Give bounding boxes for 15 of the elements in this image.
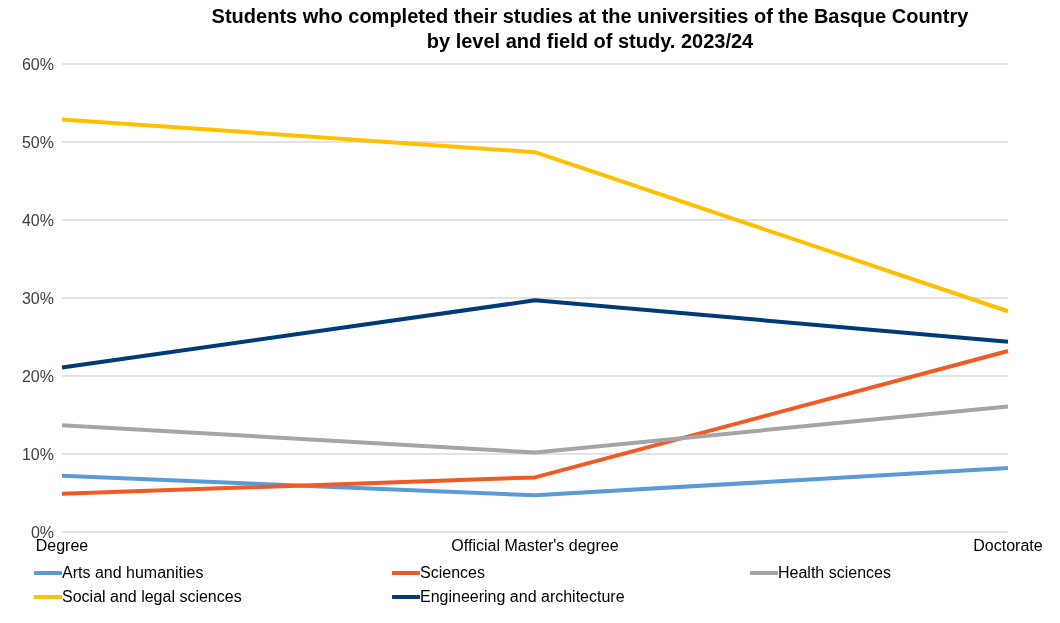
y-tick-label: 30%: [21, 289, 54, 307]
y-tick-label: 10%: [21, 445, 54, 463]
y-tick-label: 20%: [21, 367, 54, 385]
legend-label: Arts and humanities: [62, 564, 204, 582]
y-tick-label: 60%: [21, 55, 54, 73]
chart-title: Students who completed their studies at the universities of the Basque Country by level and field of study. 2023/24: [210, 4, 970, 54]
legend-label: Social and legal sciences: [62, 588, 242, 606]
legend-label: Engineering and architecture: [420, 588, 625, 606]
x-tick-label: Degree: [35, 537, 89, 555]
x-tick-label: Doctorate: [973, 537, 1043, 555]
y-tick-label: 40%: [21, 211, 54, 229]
y-tick-label: 50%: [21, 133, 54, 151]
x-tick-label: Official Master's degree: [451, 537, 619, 555]
legend-label: Sciences: [420, 564, 485, 582]
legend-label: Health sciences: [778, 564, 891, 582]
